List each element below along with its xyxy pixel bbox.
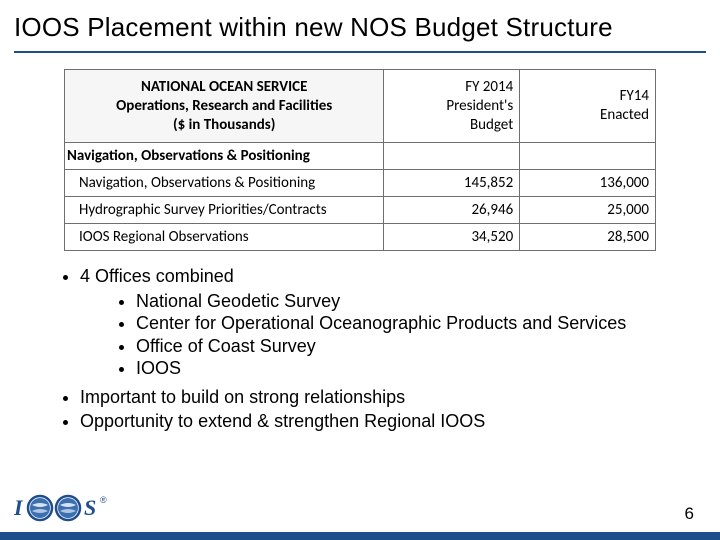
sub-bullet: National Geodetic Survey — [136, 290, 696, 313]
slide-title: IOOS Placement within new NOS Budget Str… — [0, 0, 720, 49]
bullet-1: 4 Offices combined — [80, 265, 696, 288]
table-row: IOOS Regional Observations 34,520 28,500 — [65, 224, 656, 251]
table-section-row: Navigation, Observations & Positioning — [65, 143, 656, 170]
row-c1: 34,520 — [384, 224, 520, 251]
sub-bullet: IOOS — [136, 357, 696, 380]
bullet-2: Important to build on strong relationshi… — [80, 386, 696, 409]
hdr-left-line1: NATIONAL OCEAN SERVICE — [141, 78, 307, 96]
section-label: Navigation, Observations & Positioning — [65, 143, 384, 170]
table-header-row: NATIONAL OCEAN SERVICE Operations, Resea… — [65, 70, 656, 143]
row-c2: 136,000 — [520, 170, 656, 197]
svg-text:®: ® — [100, 495, 107, 505]
svg-text:S: S — [84, 495, 96, 520]
row-c1: 145,852 — [384, 170, 520, 197]
hdr-c1-l3: Budget — [470, 116, 513, 134]
footer-bar — [0, 532, 720, 540]
sub-bullet: Office of Coast Survey — [136, 335, 696, 358]
ioos-logo-icon: I S ® — [14, 493, 114, 528]
section-empty-1 — [384, 143, 520, 170]
sub-bullet: Center for Operational Oceanographic Pro… — [136, 312, 696, 335]
row-c2: 28,500 — [520, 224, 656, 251]
row-c2: 25,000 — [520, 197, 656, 224]
bullet-block: 4 Offices combined National Geodetic Sur… — [60, 265, 696, 433]
row-label: Hydrographic Survey Priorities/Contracts — [65, 197, 384, 224]
table-header-left: NATIONAL OCEAN SERVICE Operations, Resea… — [65, 70, 384, 143]
hdr-left-line2: Operations, Research and Facilities — [116, 97, 332, 115]
slide-root: IOOS Placement within new NOS Budget Str… — [0, 0, 720, 540]
section-empty-2 — [520, 143, 656, 170]
row-label: IOOS Regional Observations — [65, 224, 384, 251]
title-rule — [14, 51, 706, 53]
hdr-c1-l1: FY 2014 — [465, 78, 513, 96]
budget-table: NATIONAL OCEAN SERVICE Operations, Resea… — [64, 69, 656, 251]
hdr-c2-l2: Enacted — [600, 106, 649, 124]
svg-text:I: I — [14, 495, 24, 520]
table-header-col2: FY14 Enacted — [520, 70, 656, 143]
hdr-c1-l2: President's — [446, 97, 513, 115]
bullet-3: Opportunity to extend & strengthen Regio… — [80, 410, 696, 433]
table-row: Navigation, Observations & Positioning 1… — [65, 170, 656, 197]
table-row: Hydrographic Survey Priorities/Contracts… — [65, 197, 656, 224]
row-label: Navigation, Observations & Positioning — [65, 170, 384, 197]
page-number: 6 — [685, 504, 694, 524]
hdr-c2-l1: FY14 — [620, 87, 649, 105]
table-header-col1: FY 2014 President's Budget — [384, 70, 520, 143]
row-c1: 26,946 — [384, 197, 520, 224]
hdr-left-line3: ($ in Thousands) — [173, 116, 276, 134]
sub-bullets: National Geodetic Survey Center for Oper… — [116, 290, 696, 380]
